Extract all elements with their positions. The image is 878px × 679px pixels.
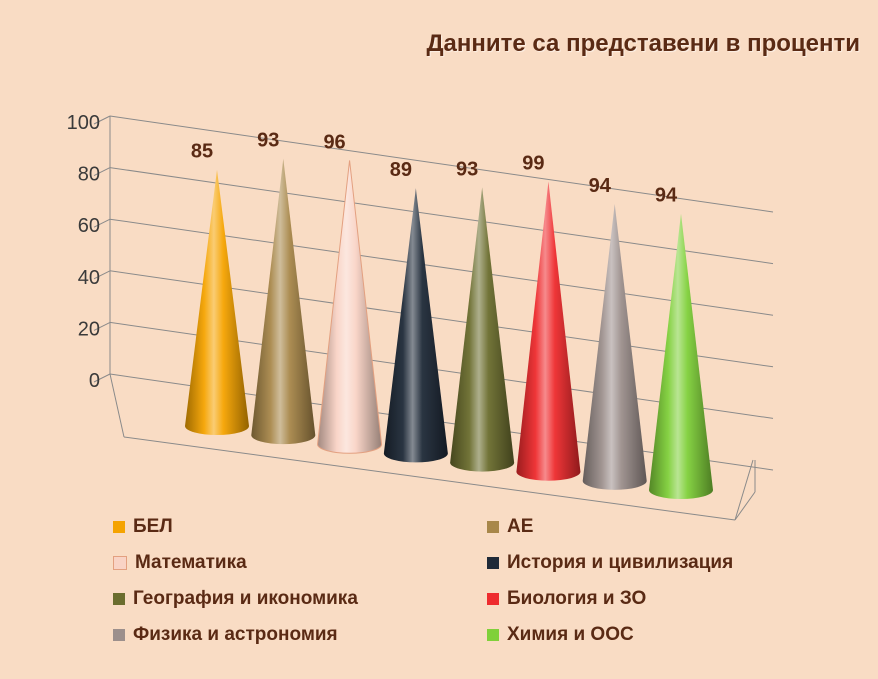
legend: БЕЛ АЕ Математика История и цивилизация Геог… (113, 513, 793, 649)
legend-label: Математика (135, 552, 247, 573)
legend-item: БЕЛ (113, 513, 487, 541)
legend-label: География и икономика (133, 588, 358, 609)
data-label: 96 (323, 131, 345, 153)
legend-label: БЕЛ (133, 516, 173, 537)
data-label: 93 (456, 158, 478, 180)
floor-right-edge (734, 459, 754, 521)
cone (185, 169, 249, 435)
legend-swatch (113, 593, 125, 605)
cone (450, 187, 515, 472)
y-tick-label: 80 (78, 164, 100, 186)
side-wall-line (93, 373, 111, 383)
y-tick-label: 0 (89, 370, 100, 392)
y-tick-label: 60 (78, 215, 100, 237)
y-tick-label: 40 (78, 267, 100, 289)
legend-item: Математика (113, 549, 487, 577)
legend-swatch (487, 521, 499, 533)
legend-item: Биология и ЗО (487, 585, 787, 613)
side-wall-line (93, 218, 111, 228)
side-wall-line (93, 270, 111, 280)
side-wall-line (93, 167, 111, 177)
legend-swatch (113, 521, 125, 533)
data-label: 89 (390, 159, 412, 181)
legend-label: История и цивилизация (507, 552, 734, 573)
cone (383, 188, 448, 463)
data-label: 93 (257, 130, 279, 152)
legend-swatch (487, 557, 499, 569)
legend-item: Физика и астрономия (113, 621, 487, 649)
cone (582, 204, 647, 490)
cone (516, 181, 581, 481)
legend-label: Химия и ООС (507, 624, 634, 645)
cone (649, 213, 713, 499)
side-wall-line (93, 321, 111, 331)
side-wall-line (93, 115, 111, 125)
data-label: 99 (522, 153, 544, 175)
legend-item: История и цивилизация (487, 549, 787, 577)
floor-corner-edge (734, 491, 756, 521)
legend-item: АЕ (487, 513, 787, 541)
data-label: 94 (655, 185, 678, 207)
legend-label: АЕ (507, 516, 534, 537)
cone (317, 160, 383, 454)
cone (251, 158, 316, 445)
legend-label: Биология и ЗО (507, 588, 647, 609)
legend-label: Физика и астрономия (133, 624, 338, 645)
floor-left-edge (109, 373, 125, 438)
legend-item: Химия и ООС (487, 621, 787, 649)
legend-item: География и икономика (113, 585, 487, 613)
data-label: 94 (589, 175, 612, 197)
y-tick-label: 100 (67, 112, 100, 134)
gridline (109, 115, 774, 213)
legend-swatch (113, 629, 125, 641)
chart-title: Данните са представени в проценти (426, 30, 860, 57)
data-label: 85 (191, 141, 213, 163)
gridline (109, 167, 774, 265)
y-tick-label: 20 (78, 318, 100, 340)
legend-swatch (487, 629, 499, 641)
floor-front-edge (123, 436, 736, 521)
legend-swatch (487, 593, 499, 605)
legend-swatch (113, 556, 127, 570)
